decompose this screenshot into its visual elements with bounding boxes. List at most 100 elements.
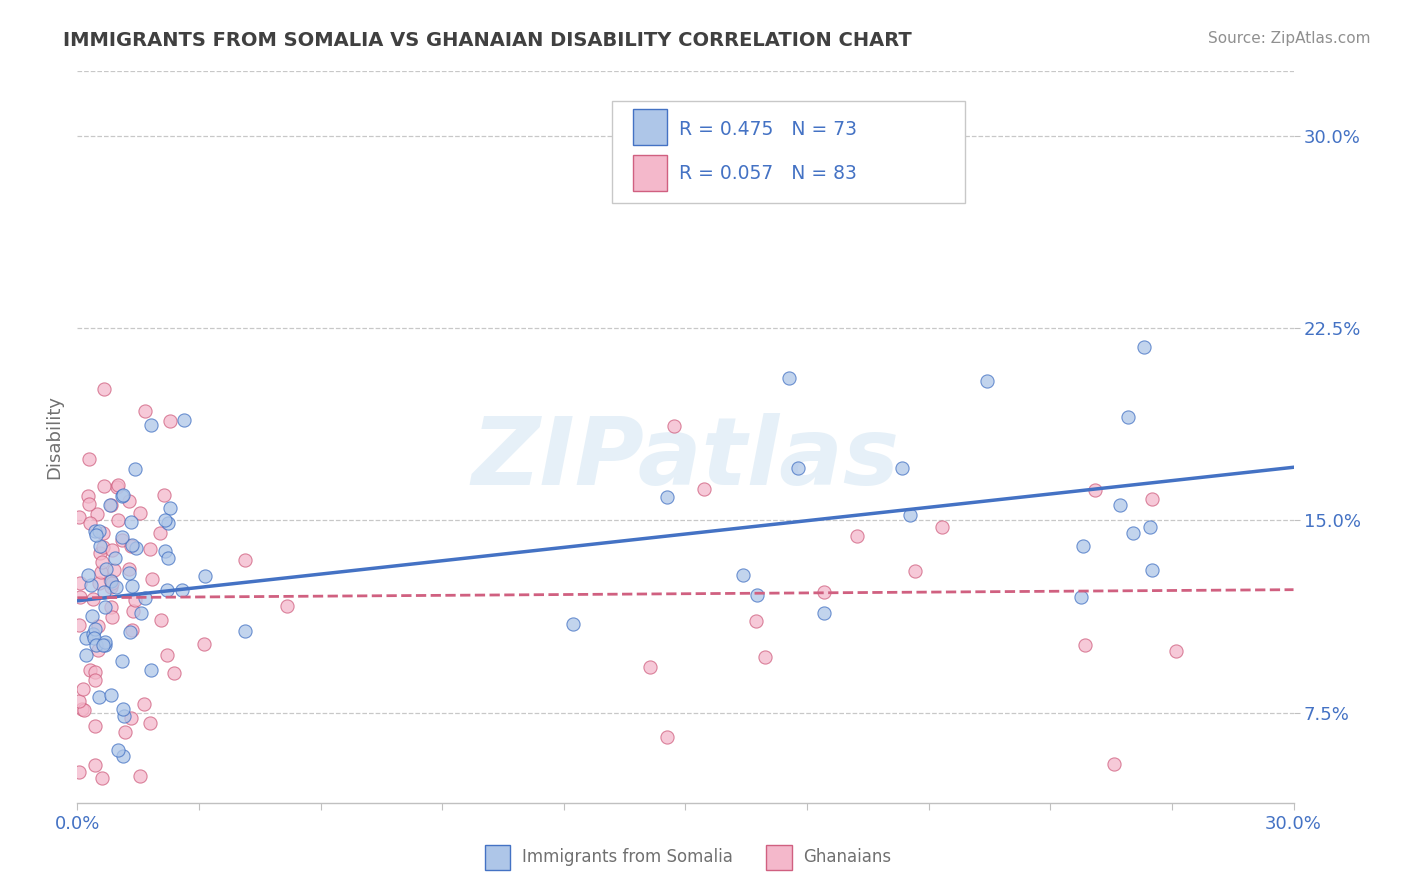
Point — [100, 499, 122, 513]
Point — [1133, 340, 1156, 354]
Point — [76, 568, 98, 582]
Text: Ghanaians: Ghanaians — [803, 848, 891, 866]
Point — [89, 524, 111, 539]
Point — [120, 711, 142, 725]
Point — [233, 553, 256, 567]
Point — [93, 526, 115, 541]
Point — [134, 591, 156, 605]
Point — [122, 604, 145, 618]
Point — [93, 585, 115, 599]
Point — [72, 849, 94, 863]
Text: Source: ZipAtlas.com: Source: ZipAtlas.com — [1208, 31, 1371, 46]
Point — [101, 610, 124, 624]
Point — [89, 539, 111, 553]
Point — [112, 708, 135, 723]
Point — [131, 607, 153, 621]
Point — [139, 417, 162, 432]
Point — [194, 568, 217, 582]
Point — [139, 663, 162, 677]
Point — [276, 599, 298, 613]
Point — [638, 660, 661, 674]
Point — [157, 516, 180, 530]
Point — [114, 725, 136, 739]
Point — [1122, 526, 1144, 541]
Point — [118, 561, 141, 575]
Point — [904, 564, 927, 578]
Point — [132, 697, 155, 711]
Point — [101, 575, 124, 590]
Point — [83, 631, 105, 645]
Point — [149, 525, 172, 540]
Point — [159, 414, 181, 428]
Point — [84, 719, 107, 733]
Point — [813, 606, 835, 620]
Point — [754, 649, 776, 664]
Point — [125, 541, 148, 555]
Point — [93, 479, 115, 493]
Point — [891, 461, 914, 475]
Point — [69, 576, 91, 591]
Point — [813, 585, 835, 599]
Point — [100, 580, 122, 594]
Point — [1102, 756, 1125, 771]
Point — [111, 654, 134, 668]
Point — [86, 507, 108, 521]
Point — [84, 527, 107, 541]
Point — [111, 530, 134, 544]
Point — [69, 590, 91, 604]
Text: Immigrants from Somalia: Immigrants from Somalia — [522, 848, 733, 866]
Point — [105, 480, 128, 494]
Point — [139, 715, 162, 730]
Point — [162, 666, 184, 681]
Point — [91, 555, 114, 569]
Point — [193, 637, 215, 651]
Point — [67, 764, 90, 779]
Point — [98, 573, 121, 587]
Point — [87, 642, 110, 657]
Point — [93, 383, 115, 397]
Point — [75, 632, 97, 646]
Point — [134, 404, 156, 418]
Point — [153, 513, 176, 527]
Point — [83, 524, 105, 538]
Point — [80, 577, 103, 591]
Point — [101, 543, 124, 558]
Point — [149, 613, 172, 627]
Point — [655, 730, 678, 744]
Bar — [633, 155, 668, 191]
Point — [112, 701, 135, 715]
Point — [84, 665, 107, 680]
Point — [77, 452, 100, 467]
Point — [82, 591, 104, 606]
Point — [1070, 590, 1092, 604]
Point — [75, 648, 97, 662]
Point — [107, 478, 129, 492]
Point — [79, 663, 101, 677]
Point — [121, 624, 143, 638]
Point — [1109, 499, 1132, 513]
Point — [129, 769, 152, 783]
Point — [976, 374, 998, 388]
Y-axis label: Disability: Disability — [45, 395, 63, 479]
Point — [778, 371, 800, 385]
Point — [89, 546, 111, 560]
Text: IMMIGRANTS FROM SOMALIA VS GHANAIAN DISABILITY CORRELATION CHART: IMMIGRANTS FROM SOMALIA VS GHANAIAN DISA… — [63, 31, 912, 50]
Point — [79, 497, 101, 511]
Point — [111, 488, 134, 502]
Point — [105, 580, 128, 594]
Point — [1139, 520, 1161, 534]
Point — [787, 461, 810, 475]
Point — [692, 482, 714, 496]
Point — [1074, 638, 1097, 652]
Point — [82, 608, 104, 623]
Point — [1164, 644, 1187, 658]
Point — [94, 599, 117, 614]
Point — [94, 562, 117, 576]
Point — [124, 593, 146, 607]
Point — [233, 624, 256, 638]
Point — [159, 501, 181, 516]
Point — [120, 540, 142, 554]
Point — [111, 489, 134, 503]
Point — [100, 574, 122, 589]
Text: R = 0.475   N = 73: R = 0.475 N = 73 — [679, 120, 858, 139]
